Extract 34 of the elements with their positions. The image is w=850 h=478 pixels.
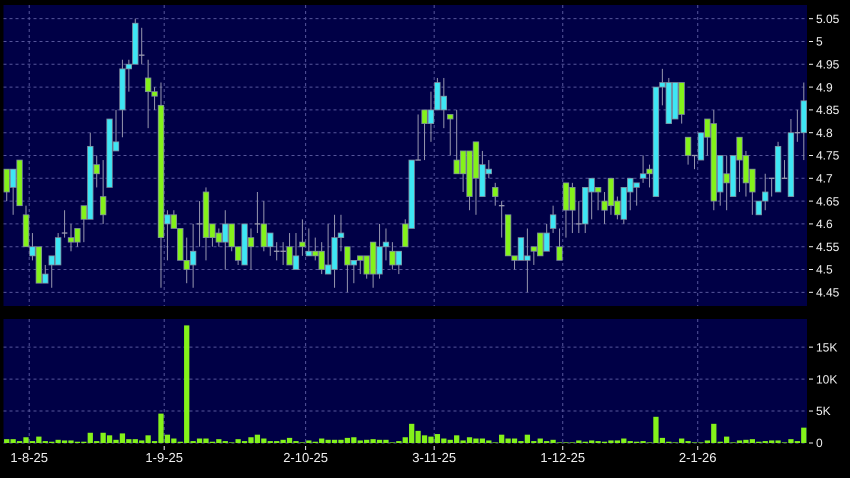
candlestick xyxy=(498,200,506,238)
y-tick-label: 4.45 xyxy=(816,286,840,300)
y-tick-label: 4.85 xyxy=(816,103,840,118)
y-tick-label: 5 xyxy=(816,34,823,49)
candlestick xyxy=(794,109,801,142)
candlestick xyxy=(768,178,776,198)
candlestick xyxy=(138,27,146,65)
x-tick-label: 2-1-26 xyxy=(678,450,717,465)
y-tick-label: 15K xyxy=(816,340,838,354)
y-tick-label: 4.9 xyxy=(816,80,834,94)
x-tick-label: 1-8-25 xyxy=(10,450,48,465)
x-tick-label: 1-9-25 xyxy=(145,450,183,465)
x-tick-label: 1-12-25 xyxy=(540,450,586,465)
y-tick-label: 5K xyxy=(816,404,831,418)
y-tick-label: 4.5 xyxy=(816,262,834,277)
y-tick-label: 4.8 xyxy=(816,126,834,140)
x-tick-label: 3-11-25 xyxy=(412,450,456,465)
y-tick-label: 4.55 xyxy=(816,240,840,254)
candlestick xyxy=(100,160,106,224)
candlestick xyxy=(781,160,788,179)
y-tick-label: 4.95 xyxy=(816,57,840,72)
y-tick-label: 4.6 xyxy=(816,217,834,232)
candlestick xyxy=(299,218,306,256)
y-tick-label: 0 xyxy=(816,436,823,450)
y-tick-label: 4.7 xyxy=(816,172,834,186)
y-tick-label: 4.75 xyxy=(816,148,840,163)
candlestick xyxy=(447,114,454,156)
x-tick-label: 2-10-25 xyxy=(283,450,328,465)
y-tick-label: 10K xyxy=(816,372,838,386)
candlestick xyxy=(550,205,556,234)
candlestick xyxy=(556,228,563,261)
y-tick-label: 4.65 xyxy=(816,194,840,208)
y-tick-label: 5.05 xyxy=(816,12,840,26)
candlestick xyxy=(492,182,498,206)
